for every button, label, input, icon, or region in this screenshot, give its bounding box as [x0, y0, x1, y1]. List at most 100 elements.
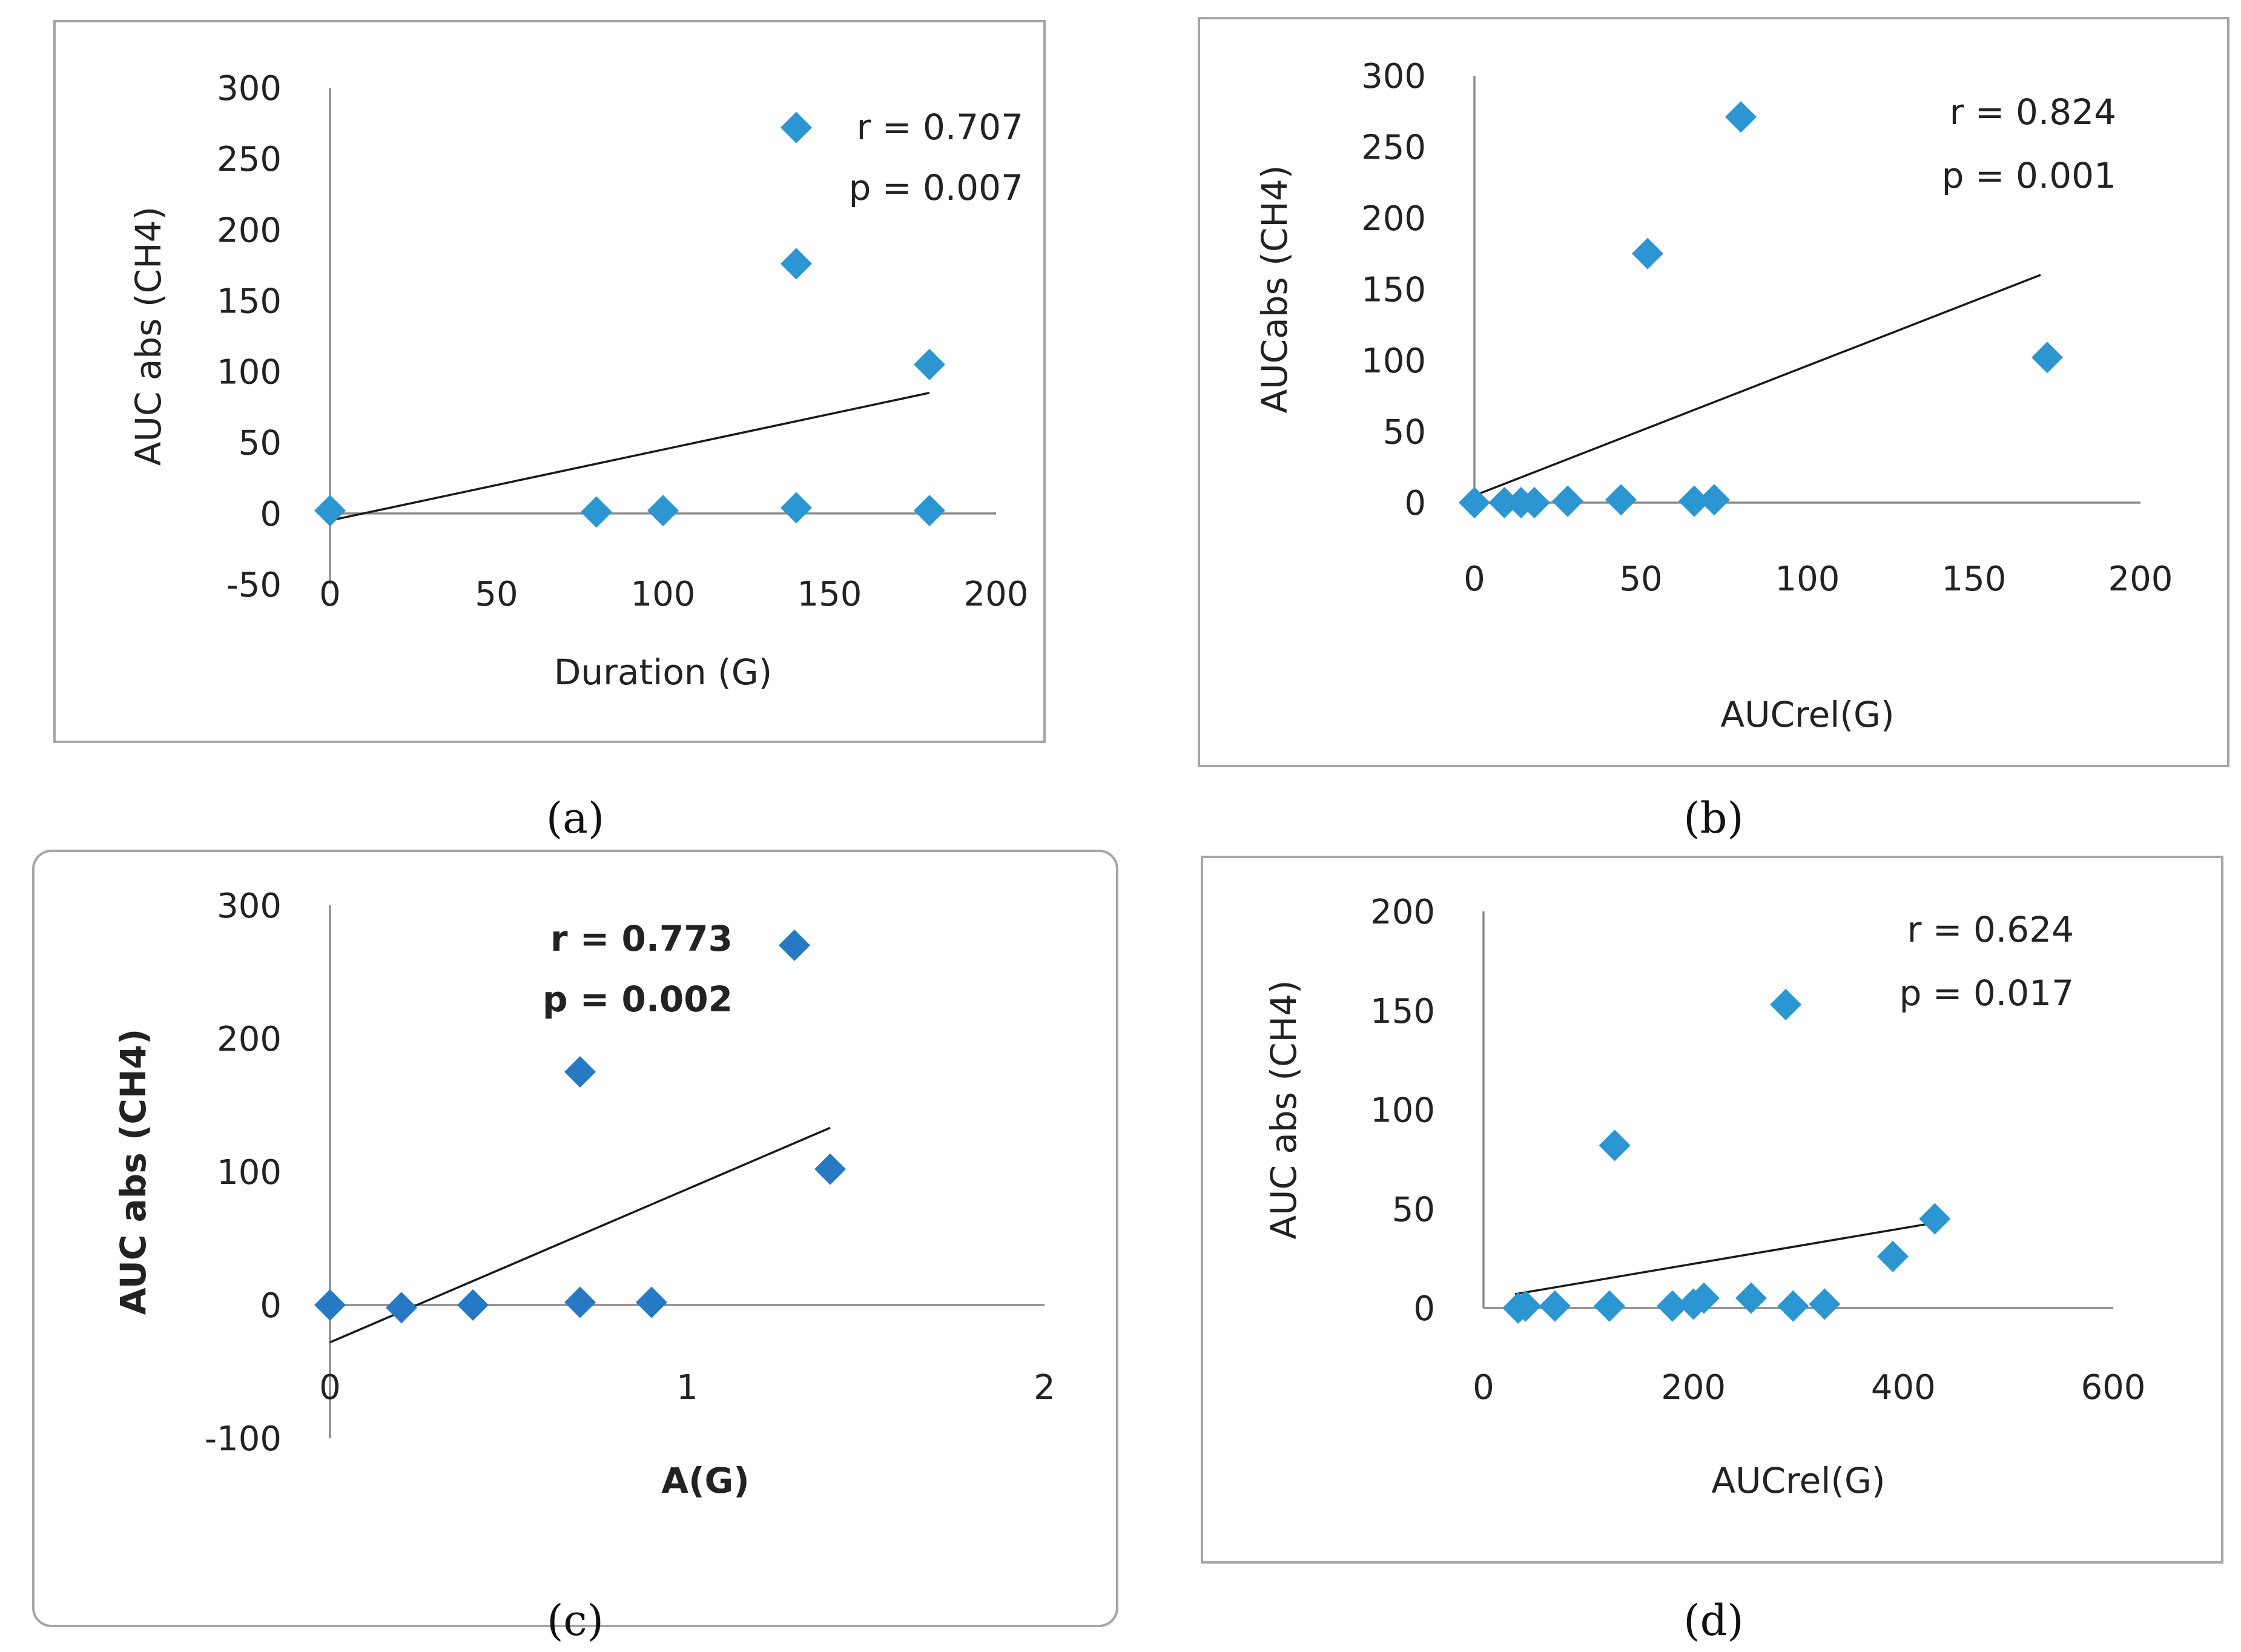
- y-tick-label: 200: [217, 1020, 282, 1059]
- data-point: [1777, 1290, 1809, 1322]
- trendline: [329, 392, 930, 522]
- data-point: [1657, 1290, 1688, 1322]
- panel-c: -100 0 100 200 300 0 1 2 A(G) AUC abs (CH4) r = 0.…: [32, 850, 1118, 1627]
- data-point: [564, 1286, 596, 1318]
- y-axis-title: AUC abs (CH4): [128, 206, 169, 466]
- x-axis-title: AUCrel(G): [1711, 1460, 1885, 1501]
- data-point: [314, 495, 346, 527]
- chart-frame: [1198, 17, 2229, 767]
- x-tick-label: 400: [1871, 1368, 1936, 1407]
- p-value-label: p = 0.002: [543, 979, 733, 1020]
- y-tick-label: 250: [1361, 128, 1426, 168]
- x-tick-label: 2: [1034, 1368, 1055, 1407]
- data-point: [1725, 101, 1757, 133]
- panel-d: 0 50 100 150 200 0 200 400 600 AUCrel(G) AUC abs (…: [1201, 856, 2223, 1564]
- y-tick-label: 300: [217, 69, 282, 108]
- data-point: [1510, 1290, 1542, 1322]
- x-tick-label: 0: [319, 1368, 341, 1407]
- correlation-r-label: r = 0.773: [550, 918, 733, 959]
- y-axis-title: AUCabs (CH4): [1254, 165, 1295, 414]
- data-point: [1919, 1203, 1951, 1235]
- data-point: [1809, 1288, 1841, 1320]
- caption-b: (b): [1683, 793, 1743, 843]
- caption-c: (c): [547, 1596, 604, 1645]
- data-point: [1605, 484, 1637, 516]
- data-point: [1877, 1240, 1909, 1272]
- y-tick-label: 100: [217, 353, 282, 392]
- y-tick-label: -50: [226, 566, 282, 605]
- data-point: [647, 495, 679, 527]
- data-point: [1678, 485, 1710, 517]
- y-tick-label: 100: [217, 1153, 282, 1192]
- p-value-label: p = 0.017: [1899, 973, 2074, 1014]
- data-point: [781, 111, 812, 144]
- data-point: [781, 248, 812, 280]
- correlation-r-label: r = 0.624: [1907, 909, 2074, 950]
- x-tick-label: 200: [2108, 560, 2173, 599]
- data-point: [1594, 1290, 1625, 1322]
- y-tick-label: 0: [260, 1286, 282, 1326]
- trendline: [1474, 274, 2041, 497]
- y-tick-label: 150: [1361, 271, 1426, 310]
- data-point: [779, 930, 810, 961]
- y-tick-label: 200: [1370, 893, 1435, 932]
- x-tick-label: 150: [797, 575, 862, 614]
- x-axis-title: Duration (G): [554, 652, 773, 693]
- data-point: [1539, 1290, 1571, 1322]
- data-point: [1599, 1129, 1631, 1161]
- panel-b: 0 50 100 150 200 250 300 0 50 100 150 200 AUCrel(G) A…: [1198, 17, 2229, 767]
- data-point: [1632, 237, 1663, 269]
- y-axis-title: AUC abs (CH4): [113, 1029, 154, 1315]
- y-tick-label: 0: [1413, 1289, 1435, 1329]
- x-tick-label: 100: [631, 575, 696, 614]
- y-tick-label: 200: [217, 211, 282, 250]
- x-tick-label: 600: [2081, 1368, 2146, 1407]
- chart-frame: [1201, 856, 2223, 1564]
- x-tick-label: 100: [1775, 560, 1840, 599]
- x-tick-label: 1: [676, 1368, 698, 1407]
- y-tick-label: -100: [205, 1419, 282, 1459]
- y-tick-label: 150: [217, 282, 282, 321]
- y-axis-title: AUC abs (CH4): [1263, 980, 1304, 1239]
- x-tick-label: 50: [1619, 560, 1662, 599]
- caption-d: (d): [1683, 1596, 1743, 1645]
- panel-a: -50 0 50 100 150 200 250 300 0 50 100 150 200 Duratio…: [53, 20, 1046, 743]
- y-tick-label: 0: [1404, 484, 1426, 523]
- data-point: [1698, 484, 1730, 516]
- y-tick-label: 50: [1383, 413, 1426, 452]
- y-tick-label: 50: [239, 424, 282, 463]
- y-tick-label: 200: [1361, 199, 1426, 239]
- data-point: [1735, 1282, 1767, 1314]
- chart-frame: [32, 850, 1118, 1627]
- data-point: [1552, 485, 1583, 517]
- x-axis-title: AUCrel(G): [1720, 694, 1894, 735]
- x-tick-label: 0: [1464, 560, 1485, 599]
- correlation-r-label: r = 0.824: [1950, 91, 2116, 133]
- data-point: [814, 1153, 846, 1185]
- y-tick-label: 100: [1361, 342, 1426, 381]
- data-point: [2031, 342, 2063, 374]
- data-point: [636, 1286, 667, 1318]
- caption-a: (a): [546, 793, 604, 843]
- x-tick-label: 0: [1473, 1368, 1494, 1407]
- y-tick-label: 100: [1370, 1091, 1435, 1131]
- y-tick-label: 150: [1370, 992, 1435, 1031]
- y-tick-label: 300: [1361, 57, 1426, 96]
- y-tick-label: 50: [1392, 1190, 1435, 1229]
- x-tick-label: 200: [964, 575, 1029, 614]
- p-value-label: p = 0.007: [849, 167, 1023, 208]
- data-point: [1519, 487, 1550, 518]
- data-point: [1488, 487, 1520, 518]
- data-point: [914, 495, 945, 527]
- x-tick-label: 150: [1942, 560, 2007, 599]
- trendline: [1514, 1221, 1935, 1295]
- y-tick-label: 0: [260, 495, 282, 534]
- x-axis-title: A(G): [661, 1460, 750, 1501]
- x-tick-label: 200: [1661, 1368, 1726, 1407]
- data-point: [457, 1289, 489, 1321]
- p-value-label: p = 0.001: [1942, 155, 2116, 196]
- y-tick-label: 300: [217, 887, 282, 926]
- data-point: [581, 496, 612, 528]
- data-point: [314, 1289, 346, 1321]
